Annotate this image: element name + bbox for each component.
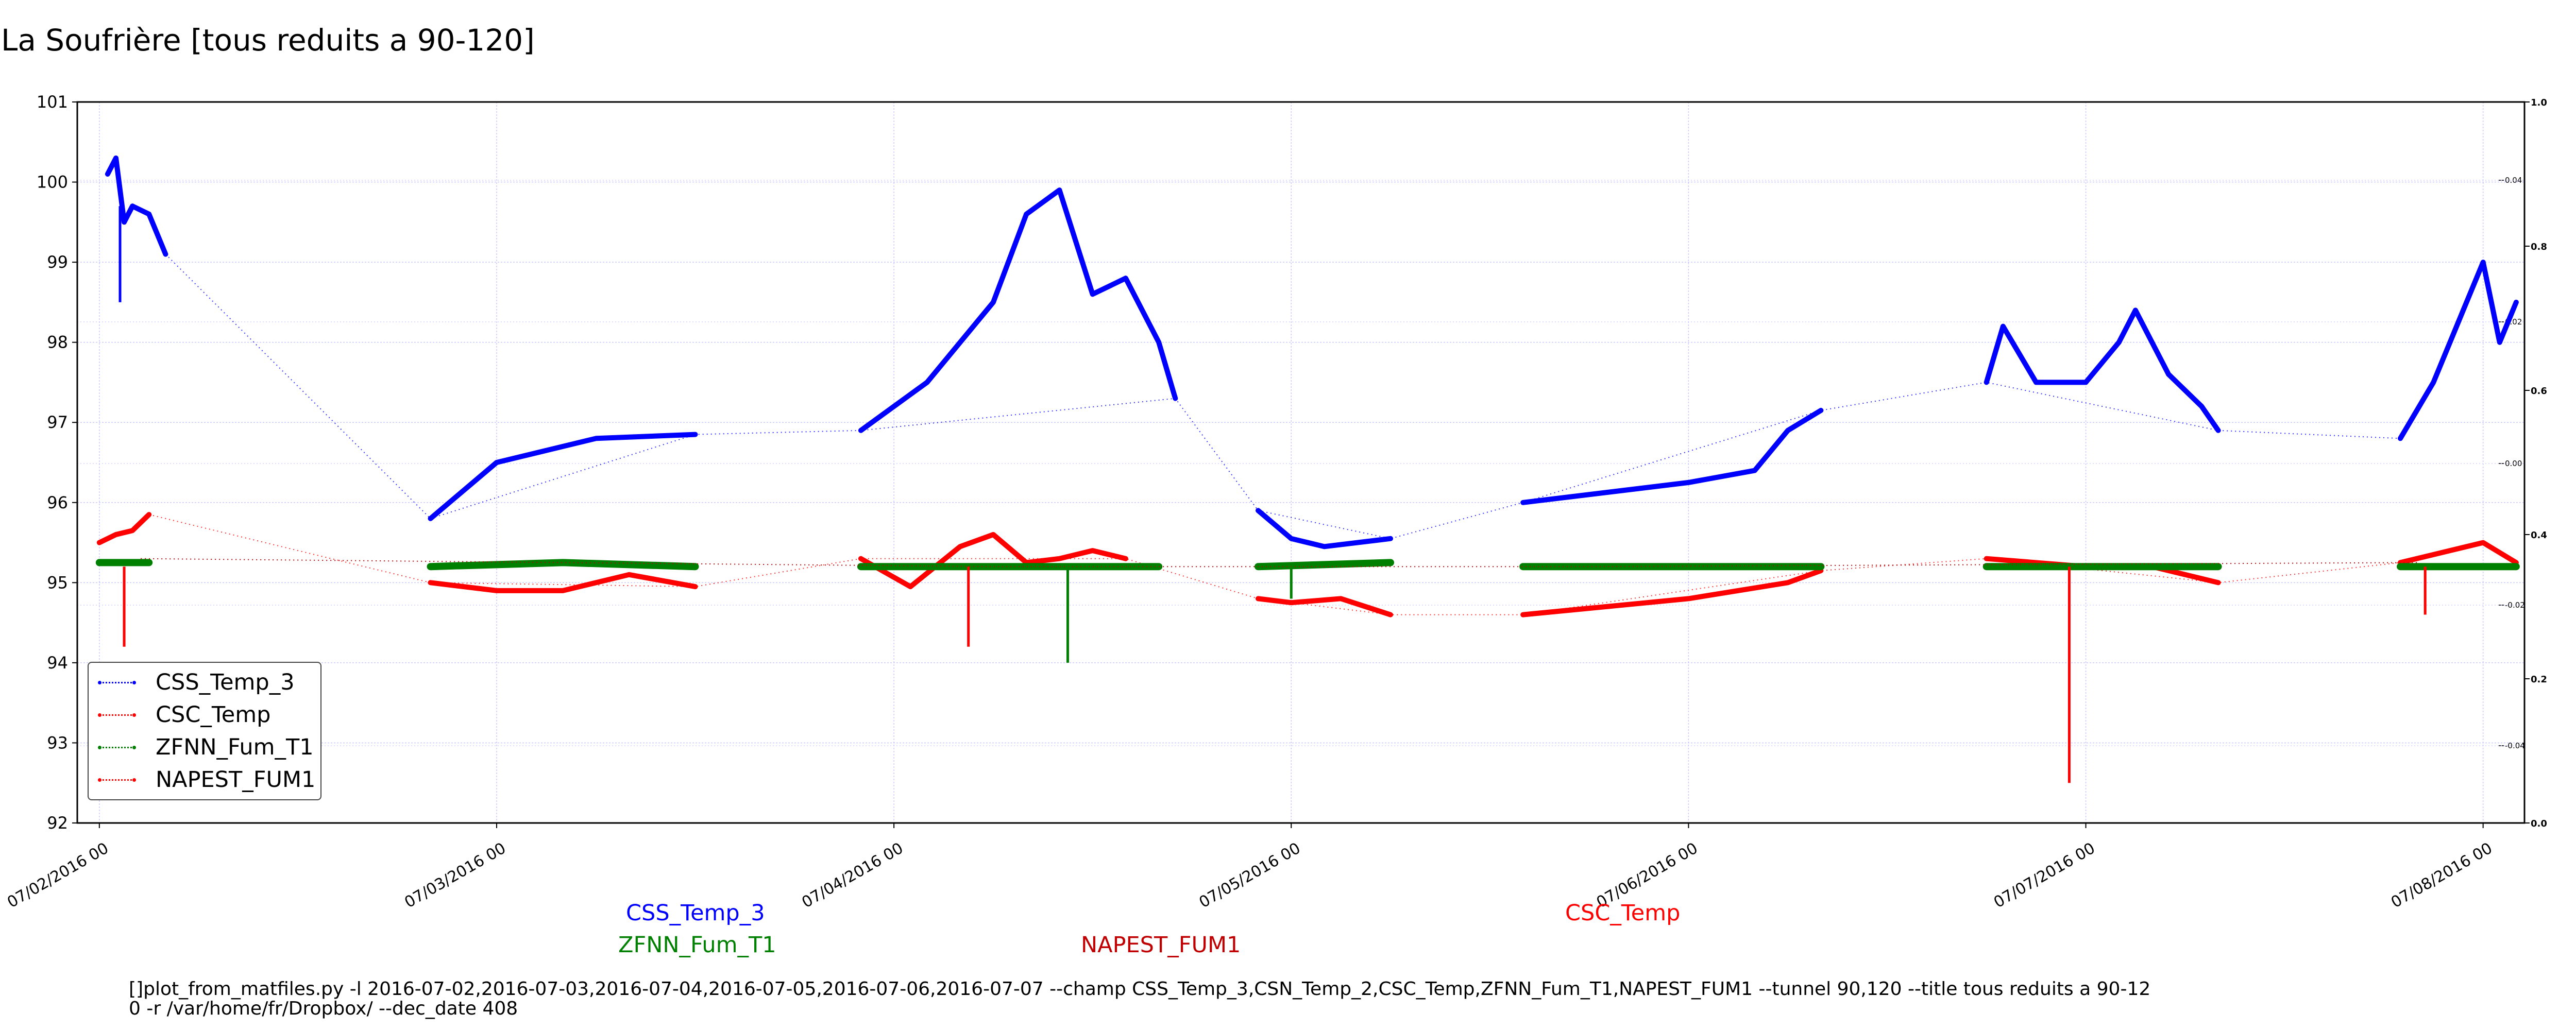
x-tick-label: 07/04/2016 00 — [799, 839, 907, 912]
caption-css-temp-3: CSS_Temp_3 — [626, 900, 765, 926]
legend-label: NAPEST_FUM1 — [156, 767, 316, 793]
inner-tick-label: -0.02 — [2505, 600, 2525, 610]
legend-label: ZFNN_Fum_T1 — [156, 734, 314, 760]
y-tick-label: 98 — [47, 333, 68, 352]
series-line-csc-temp — [1520, 568, 1824, 617]
connector-line — [165, 253, 2401, 539]
series-line-css-temp-3 — [858, 187, 1178, 433]
legend-label: CSS_Temp_3 — [156, 670, 295, 695]
x-tick-label: 07/03/2016 00 — [401, 839, 509, 912]
series-line-css-temp-3 — [105, 155, 168, 257]
y-tick-label: 100 — [37, 173, 68, 192]
legend-swatch — [98, 746, 136, 749]
chart-title: La Soufrière [tous reduits a 90-120] — [1, 23, 535, 58]
right-tick-label: 0.6 — [2531, 386, 2547, 397]
series-line-csc-temp — [858, 532, 1128, 590]
command-line-2: 0 -r /var/home/fr/Dropbox/ --dec_date 40… — [129, 998, 518, 1019]
legend: CSS_Temp_3 CSC_Temp ZFNN_Fum_T1 NAPEST_F… — [88, 662, 321, 800]
y-tick-label: 99 — [47, 252, 68, 272]
caption-napest-fum1: NAPEST_FUM1 — [1081, 932, 1241, 958]
legend-item-csc-temp: CSC_Temp — [98, 700, 315, 729]
legend-item-napest-fum1: NAPEST_FUM1 — [98, 765, 316, 794]
x-tick-label: 07/05/2016 00 — [1196, 839, 1304, 912]
y-tick-label: 101 — [37, 92, 68, 112]
x-tick-label: 07/02/2016 00 — [4, 839, 112, 912]
series-line-css-temp-3 — [1256, 508, 1393, 550]
y-tick-label: 94 — [47, 653, 68, 673]
series-line-css-temp-3 — [2398, 260, 2519, 441]
series-line-csc-temp — [2398, 540, 2519, 565]
right-tick-label: 0.8 — [2531, 242, 2547, 252]
series-line-css-temp-3 — [1520, 407, 1824, 505]
series-line-csc-temp — [96, 512, 152, 545]
caption-zfnn-fum-t1: ZFNN_Fum_T1 — [618, 932, 776, 958]
series-line-csc-temp — [428, 572, 698, 593]
command-line-1: []plot_from_matfiles.py -l 2016-07-02,20… — [129, 978, 2151, 1000]
y-tick-label: 92 — [47, 813, 68, 833]
y-tick-label: 95 — [47, 573, 68, 592]
series-line-zfnn-fum-t1 — [427, 559, 699, 571]
right-tick-label: 0.0 — [2531, 818, 2547, 829]
right-tick-label: 1.0 — [2531, 97, 2547, 108]
x-tick-label: 07/07/2016 00 — [1991, 839, 2098, 912]
plot-frame — [76, 101, 2526, 824]
legend-swatch — [98, 778, 136, 782]
legend-swatch — [98, 713, 136, 717]
series-line-css-temp-3 — [1984, 307, 2221, 433]
x-tick-label: 07/08/2016 00 — [2388, 839, 2496, 912]
series-line-napest_fum1 — [141, 558, 2417, 568]
legend-item-css-temp-3: CSS_Temp_3 — [98, 668, 315, 696]
legend-item-zfnn-fum-t1: ZFNN_Fum_T1 — [98, 733, 315, 761]
inner-tick-label: -0.04 — [2505, 741, 2525, 750]
y-tick-label: 93 — [47, 733, 68, 752]
caption-csc-temp: CSC_Temp — [1565, 900, 1681, 926]
series-line-csc-temp — [1256, 596, 1393, 617]
right-tick-label: 0.2 — [2531, 674, 2547, 685]
y-tick-label: 97 — [47, 413, 68, 432]
legend-swatch — [98, 681, 136, 684]
legend-label: CSC_Temp — [156, 702, 271, 728]
series-line-css-temp-3 — [428, 432, 698, 521]
series-line-zfnn-fum-t1 — [1255, 559, 1394, 571]
right-tick-label: 0.4 — [2531, 530, 2547, 541]
y-tick-label: 96 — [47, 493, 68, 512]
